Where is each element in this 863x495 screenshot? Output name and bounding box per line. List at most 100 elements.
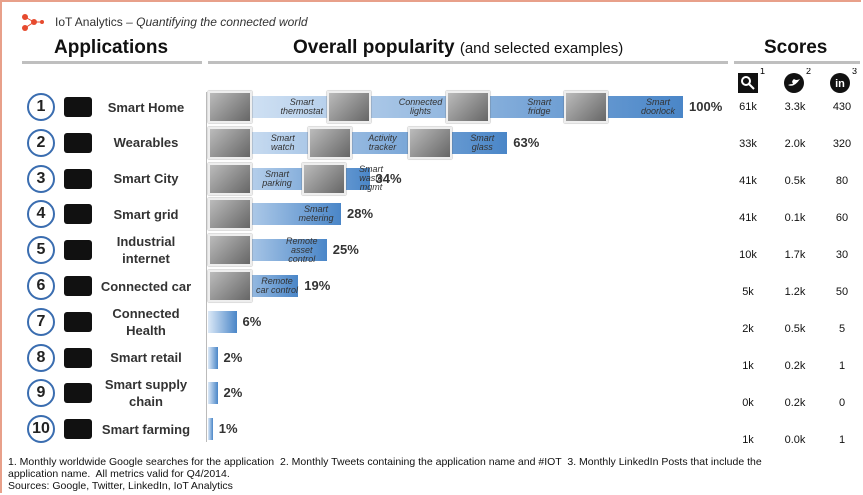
rank: 5 — [27, 236, 55, 265]
score: 2.0k — [784, 138, 806, 150]
score: 80 — [835, 175, 849, 187]
example: Connected lights — [326, 91, 446, 123]
rule — [208, 61, 728, 64]
rule — [734, 61, 860, 64]
category-text: Connected car — [100, 278, 192, 294]
footnote: application name. All metrics valid for … — [8, 468, 230, 480]
sources: Sources: Google, Twitter, LinkedIn, IoT … — [8, 480, 233, 492]
rank: 10 — [27, 415, 55, 444]
example-image — [208, 91, 252, 123]
tagline: – Quantifying the connected world — [126, 15, 308, 29]
bar — [208, 346, 218, 369]
score: 1 — [838, 360, 846, 372]
score: 0k — [742, 397, 754, 409]
value-label: 2% — [223, 349, 243, 365]
category-text: Smart retail — [110, 350, 182, 366]
score: 0.2k — [784, 360, 806, 372]
example-image — [307, 126, 352, 159]
icon — [64, 383, 92, 404]
rank: 7 — [27, 307, 55, 336]
score: 1k — [742, 360, 754, 372]
score: 5k — [742, 286, 754, 298]
axis — [206, 92, 207, 442]
bar — [208, 310, 237, 333]
value-label: 1% — [218, 421, 238, 437]
brand: IoT Analytics — [55, 15, 123, 29]
category-label: Smart farming — [94, 412, 198, 446]
category-text: Smart supply chain — [104, 377, 188, 410]
example-image — [302, 162, 346, 195]
bar — [208, 418, 213, 441]
bar: Smart parking Smart waste mgmt — [208, 162, 383, 195]
value-label: 25% — [332, 242, 359, 258]
category-label: Smart retail — [94, 341, 198, 375]
example: Smart doorlock — [564, 91, 683, 123]
example-image — [208, 270, 252, 302]
score: 3.3k — [784, 101, 806, 113]
example: Activity tracker — [307, 126, 408, 159]
score: 41k — [739, 175, 757, 187]
example-label: Smart metering — [298, 204, 334, 224]
header: IoT Analytics – Quantifying the connecte… — [55, 15, 308, 29]
score: 0.2k — [784, 397, 806, 409]
rank: 6 — [27, 272, 55, 300]
heading: Overall popularity (and selected example… — [293, 37, 623, 59]
example-label: Activity tracker — [368, 132, 397, 152]
example-label: Remote car control — [255, 276, 299, 295]
example-image — [208, 162, 252, 195]
category-text: Smart grid — [113, 206, 179, 222]
category-text: Wearables — [113, 135, 179, 151]
example: Smart watch — [208, 126, 308, 159]
score: 10k — [739, 249, 757, 261]
icon — [64, 204, 92, 225]
bar: Smart thermostat Connected lights Smart fr… — [208, 91, 683, 123]
heading: Applications — [54, 37, 169, 58]
example: Remote asset control — [208, 234, 327, 267]
footnote-mark: 1 — [760, 68, 765, 76]
rank: 3 — [27, 164, 55, 193]
score: 5 — [838, 323, 846, 335]
bar: Remote car control — [208, 270, 299, 302]
icon — [64, 132, 92, 153]
category-label: Connected car — [94, 269, 198, 303]
value-label: 34% — [375, 170, 402, 186]
score: 50 — [835, 286, 849, 298]
rank: 1 — [27, 93, 55, 121]
example-label: Smart watch — [270, 132, 295, 152]
category-label: Smart supply chain — [94, 376, 198, 410]
example-image — [407, 126, 452, 159]
category-label: Smart Home — [94, 90, 198, 124]
example-image — [326, 91, 371, 123]
score: 0 — [838, 397, 846, 409]
score: 0.5k — [784, 175, 806, 187]
category-text: Smart farming — [101, 421, 191, 437]
example-image — [208, 198, 252, 231]
example-label: Remote asset control — [285, 235, 318, 264]
example: Smart metering — [208, 198, 341, 231]
rule — [22, 61, 202, 64]
rank: 8 — [27, 343, 55, 372]
example: Remote car control — [208, 270, 302, 302]
score: 61k — [739, 101, 757, 113]
example: Smart parking — [208, 162, 302, 195]
footnote-mark: 3 — [852, 68, 857, 76]
icon — [64, 347, 92, 368]
icon — [64, 240, 92, 261]
logo — [22, 14, 44, 31]
score: 33k — [739, 138, 757, 150]
category-text: Industrial internet — [116, 234, 176, 267]
score: 0.1k — [784, 212, 806, 224]
example-label: Smart thermostat — [280, 97, 324, 116]
example-image — [445, 91, 490, 123]
score: 1k — [742, 434, 754, 446]
category-text: Connected Health — [112, 305, 180, 338]
category-label: Industrial internet — [94, 233, 198, 267]
category-text: Smart City — [113, 171, 179, 187]
example: Smart thermostat — [208, 91, 327, 123]
category-label: Smart grid — [94, 197, 198, 231]
footnote: 1. Monthly worldwide Google searches for… — [8, 456, 762, 468]
heading: Overall popularity — [293, 37, 455, 58]
heading: Scores — [764, 37, 828, 58]
score: 0.0k — [784, 434, 806, 446]
